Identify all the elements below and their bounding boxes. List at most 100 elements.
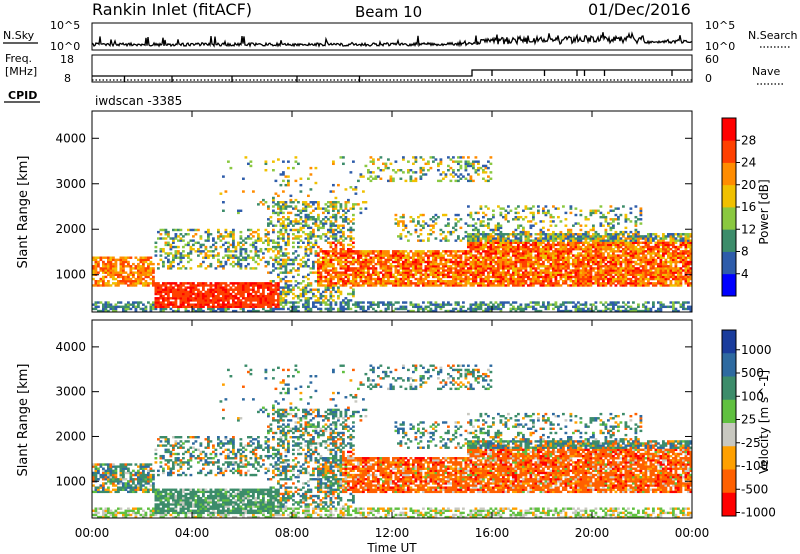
echo-cell (319, 237, 323, 240)
echo-cell (347, 243, 350, 247)
echo-cell (432, 160, 435, 163)
echo-cell (574, 258, 578, 262)
echo-cell (109, 271, 113, 274)
echo-cell (507, 211, 510, 215)
echo-cell (562, 262, 565, 266)
echo-cell (534, 279, 538, 283)
echo-cell (562, 254, 565, 257)
echo-cell (352, 303, 355, 306)
echo-cell (457, 156, 460, 159)
echo-cell (172, 241, 175, 244)
echo-cell (474, 247, 478, 251)
echo-cell (339, 230, 343, 234)
echo-cell (127, 284, 130, 287)
echo-cell (599, 284, 603, 287)
echo-cell (617, 241, 620, 244)
echo-cell (269, 297, 273, 300)
echo-cell (104, 265, 108, 268)
echo-cell (329, 303, 333, 306)
echo-cell (584, 267, 588, 270)
echo-cell (432, 260, 435, 264)
echo-cell (489, 258, 493, 262)
echo-cell (509, 233, 513, 236)
echo-cell (284, 175, 288, 178)
echo-cell (349, 269, 353, 272)
echo-cell (537, 237, 540, 240)
echo-cell (129, 307, 133, 311)
echo-cell (569, 284, 573, 287)
echo-cell (179, 303, 183, 306)
echo-cell (382, 303, 385, 306)
echo-cell (257, 262, 260, 266)
echo-cell (489, 307, 493, 311)
echo-cell (107, 305, 110, 309)
echo-cell (219, 265, 223, 268)
echo-cell (232, 230, 235, 234)
echo-cell (117, 305, 120, 309)
echo-cell (364, 252, 368, 255)
echo-cell (207, 230, 210, 234)
echo-cell (619, 262, 623, 266)
echo-cell (249, 237, 253, 240)
echo-cell (519, 269, 523, 272)
echo-cell (422, 213, 425, 217)
echo-cell (482, 215, 485, 219)
echo-cell (489, 282, 493, 285)
echo-cell (597, 239, 600, 242)
echo-cell (369, 282, 373, 285)
echo-cell (477, 245, 480, 249)
echo-cell (552, 258, 555, 262)
echo-cell (252, 256, 255, 259)
echo-cell (507, 284, 510, 287)
echo-cell (612, 220, 615, 223)
echo-cell (312, 215, 315, 219)
echo-cell (224, 305, 228, 309)
echo-cell (337, 277, 340, 281)
echo-cell (407, 230, 410, 234)
echo-cell (177, 307, 180, 311)
echo-cell (557, 237, 560, 240)
echo-cell (412, 309, 415, 313)
echo-cell (222, 309, 225, 313)
echo-cell (324, 239, 328, 242)
echo-cell (512, 262, 515, 266)
echo-cell (197, 297, 200, 300)
echo-cell (104, 282, 108, 285)
echo-cell (604, 228, 608, 232)
echo-cell (499, 260, 503, 264)
echo-cell (499, 245, 503, 249)
echo-cell (359, 211, 363, 215)
echo-cell (314, 279, 318, 283)
echo-cell (582, 258, 585, 262)
echo-cell (567, 256, 570, 259)
echo-cell (364, 279, 368, 283)
echo-cell (209, 288, 213, 291)
echo-cell (349, 286, 353, 289)
echo-cell (332, 215, 335, 219)
echo-cell (107, 269, 110, 272)
echo-cell (369, 260, 373, 264)
echo-cell (347, 222, 350, 225)
echo-cell (537, 309, 540, 313)
echo-cell (514, 265, 518, 268)
echo-cell (577, 241, 580, 244)
echo-cell (199, 297, 203, 300)
echo-cell (559, 269, 563, 272)
echo-cell (519, 254, 523, 257)
echo-cell (474, 239, 478, 242)
echo-cell (379, 301, 383, 304)
echo-cell (254, 294, 258, 298)
echo-cell (614, 267, 618, 270)
echo-cell (402, 269, 405, 272)
echo-cell (394, 282, 398, 285)
echo-cell (197, 292, 200, 296)
echo-cell (514, 245, 518, 249)
echo-cell (604, 282, 608, 285)
echo-cell (209, 254, 213, 257)
cpid-value: iwdscan -3385 (95, 94, 182, 108)
echo-cell (199, 309, 203, 313)
echo-cell (477, 160, 480, 163)
echo-cell (279, 183, 283, 187)
echo-cell (284, 241, 288, 244)
echo-cell (314, 294, 318, 298)
